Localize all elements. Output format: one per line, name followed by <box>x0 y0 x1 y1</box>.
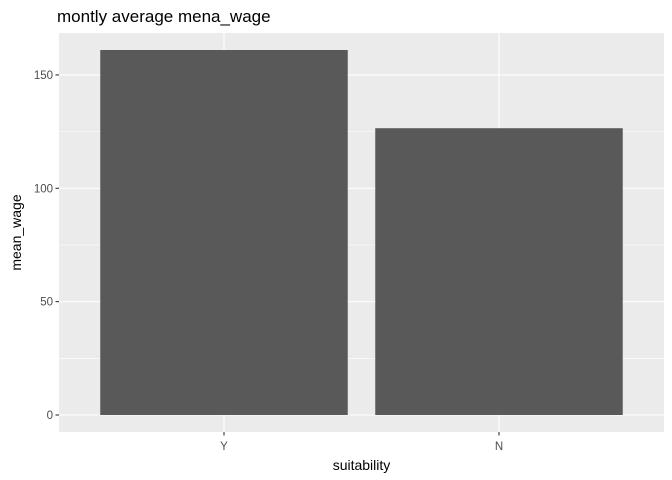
y-axis-title: mean_wage <box>8 194 24 270</box>
x-tick-label: N <box>495 441 503 453</box>
bar-y <box>100 50 348 415</box>
x-tick-label: Y <box>220 441 228 453</box>
y-tick-label: 100 <box>34 183 53 195</box>
chart-title: montly average mena_wage <box>57 7 271 26</box>
y-axis: 0 50 100 150 <box>34 70 59 422</box>
y-tick-label: 0 <box>47 410 53 422</box>
bar-n <box>375 128 623 415</box>
x-axis-title: suitability <box>333 457 391 473</box>
y-tick-label: 150 <box>34 70 53 82</box>
bars-group <box>100 50 623 415</box>
y-tick-label: 50 <box>40 297 53 309</box>
